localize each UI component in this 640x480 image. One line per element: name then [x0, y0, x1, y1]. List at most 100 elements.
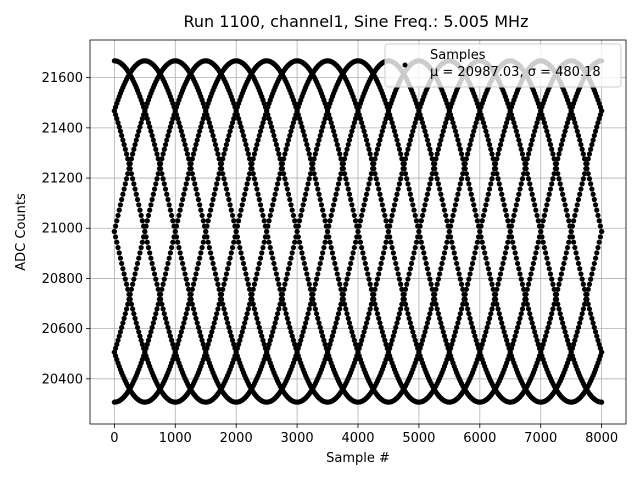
sample-point [378, 260, 384, 267]
sample-point [160, 306, 166, 312]
sample-point [539, 234, 545, 240]
sample-point [210, 132, 216, 139]
sample-point [561, 132, 567, 139]
sample-point [495, 306, 501, 312]
sample-point [367, 306, 373, 312]
sample-point [231, 116, 237, 122]
sample-point [184, 151, 191, 157]
sample-point [591, 324, 597, 331]
sample-point [514, 196, 521, 203]
sample-point [543, 333, 549, 339]
sample-point [595, 337, 601, 343]
sample-point [226, 260, 232, 267]
sample-point [114, 218, 120, 224]
sample-point [315, 315, 321, 321]
sample-point [285, 191, 292, 197]
sample-point [444, 341, 450, 347]
sample-point [409, 260, 415, 267]
sample-point [376, 271, 382, 277]
sample-point [532, 255, 538, 261]
sample-point [311, 286, 317, 292]
sample-point [580, 281, 586, 287]
sample-point [586, 176, 593, 182]
sample-point [423, 260, 429, 267]
x-tick-label: 2000 [220, 431, 253, 446]
sample-point [254, 315, 260, 321]
sample-point [172, 228, 178, 235]
sample-point [452, 255, 459, 261]
sample-point [421, 250, 427, 256]
sample-point [519, 281, 526, 287]
sample-point [398, 306, 404, 312]
sample-point [437, 315, 443, 321]
sample-point [535, 239, 541, 245]
sample-point [255, 191, 261, 197]
sample-point [184, 306, 191, 312]
sample-point [363, 191, 370, 197]
sample-point [505, 341, 511, 347]
sample-point [311, 171, 317, 177]
sample-point [489, 151, 495, 157]
sample-point [275, 146, 281, 152]
sample-point [175, 116, 181, 122]
sample-point [399, 156, 405, 162]
sample-point [216, 171, 222, 177]
sample-point [281, 156, 287, 162]
sample-point [500, 260, 506, 267]
sample-point [322, 239, 328, 245]
sample-point [229, 337, 236, 343]
sample-point [282, 176, 288, 182]
sample-point [562, 202, 568, 208]
sample-point [181, 191, 187, 197]
sample-point [143, 345, 149, 351]
sample-point [588, 181, 594, 187]
sample-point [162, 186, 169, 192]
sample-point [162, 315, 169, 321]
sample-point [125, 171, 131, 177]
sample-point [338, 156, 344, 162]
sample-point [283, 276, 289, 282]
sample-point [466, 181, 472, 187]
sample-point [545, 132, 551, 139]
sample-point [469, 196, 476, 203]
sample-point [361, 255, 367, 261]
sample-point [458, 281, 465, 287]
sample-point [147, 124, 153, 130]
sample-point [259, 207, 265, 213]
sample-point [514, 260, 521, 267]
sample-point [317, 260, 323, 267]
sample-point [469, 324, 476, 331]
sample-point [278, 161, 284, 167]
sample-point [546, 320, 552, 326]
sample-point [167, 250, 173, 256]
sample-point [456, 315, 462, 321]
sample-point [502, 333, 508, 339]
sample-point [398, 151, 404, 157]
sample-point [421, 207, 427, 213]
sample-point [342, 171, 348, 177]
sample-point [561, 324, 567, 331]
sample-point [139, 116, 145, 122]
sample-point [237, 120, 243, 126]
sample-point [382, 120, 388, 126]
sample-point [524, 156, 530, 162]
sample-point [573, 207, 579, 213]
sample-point [121, 315, 127, 321]
sample-point [437, 271, 443, 277]
sample-point [474, 341, 480, 347]
sample-point [238, 207, 244, 213]
sample-point [220, 301, 226, 307]
sample-point [155, 171, 161, 177]
sample-point [454, 196, 460, 203]
sample-point [365, 315, 371, 321]
sample-point [597, 234, 604, 240]
sample-point [474, 116, 480, 122]
sample-point [482, 207, 488, 213]
sample-point [422, 202, 428, 208]
sample-point [214, 311, 220, 317]
sample-point [562, 128, 568, 134]
sample-point [147, 207, 153, 213]
sample-point [411, 250, 417, 256]
sample-point [177, 124, 183, 130]
sample-point [579, 276, 585, 282]
